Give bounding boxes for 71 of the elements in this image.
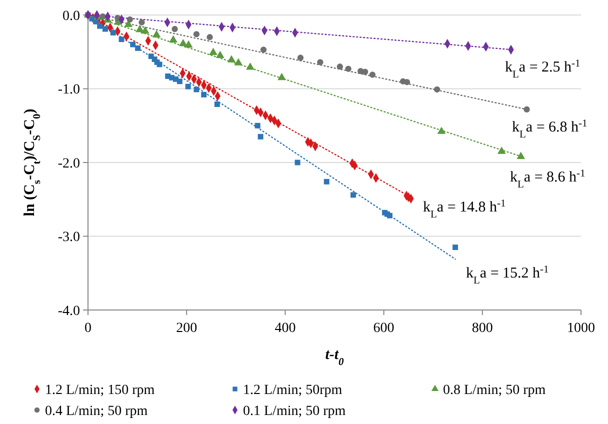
point [434,86,440,93]
point [437,126,446,134]
point [118,36,124,42]
point [345,66,352,72]
point [254,122,260,128]
point [206,34,213,40]
point [260,46,267,53]
point [324,178,330,184]
point [294,160,300,166]
point [350,192,356,198]
x-tick-label: 0 [84,321,92,336]
x-tick-label: 200 [176,321,198,336]
point [110,30,116,36]
point [234,58,243,66]
point [404,79,410,86]
y-tick-label: 0.0 [62,8,80,24]
point [227,55,236,62]
y-tick-label: -2.0 [58,156,80,172]
point [176,78,182,84]
point [214,102,220,107]
point [193,31,200,38]
point [152,30,161,38]
legend-label: 0.8 L/min; 50 rpm [443,382,546,398]
legend-label: 0.4 L/min; 50 rpm [45,404,148,419]
point [194,86,200,92]
point [317,59,324,66]
annotation: k$_{L}$a = 14.8 h$^{-1}$ [423,198,506,220]
y-tick-label: -3.0 [58,230,80,246]
point [278,72,286,80]
point [100,13,106,20]
point [258,134,264,140]
point [516,152,526,160]
point [184,40,193,48]
point [297,54,304,61]
x-axis-title: t-t$_{0}$ [325,347,345,368]
point [141,26,150,34]
point [209,48,218,56]
y-tick-label: -4.0 [58,304,80,319]
legend-label: 0.1 L/min; 50 rpm [243,404,346,419]
point [246,62,254,70]
point [336,64,344,70]
point [169,35,178,42]
point [386,212,392,218]
x-tick-label: 1000 [567,321,595,336]
point [362,68,368,75]
annotation: k$_{L}$a = 6.8 h$^{-1}$ [512,118,588,140]
point [185,84,191,90]
point [524,106,530,112]
point [136,24,144,32]
legend-label: 1.2 L/min; 50rpm [243,382,342,398]
point [135,45,141,51]
x-tick-label: 800 [472,321,493,336]
legend-label: 1.2 L/min; 150 rpm [45,382,155,398]
point [369,72,376,78]
annotation: k$_{L}$a = 8.6 h$^{-1}$ [510,168,586,190]
y-tick-label: -1.0 [58,82,80,98]
x-tick-label: 600 [373,321,394,336]
annotation: k$_{L}$a = 15.2 h$^{-1}$ [466,264,549,286]
point [138,19,145,26]
point [497,146,506,154]
point [201,92,207,98]
point [216,50,224,58]
point [452,244,458,250]
point [102,26,108,32]
point [126,16,133,23]
point [97,23,103,29]
x-tick-label: 400 [274,321,296,336]
point [172,26,178,32]
point [178,38,188,46]
point [156,62,162,68]
annotation: k$_{L}$a = 2.5 h$^{-1}$ [505,58,580,80]
